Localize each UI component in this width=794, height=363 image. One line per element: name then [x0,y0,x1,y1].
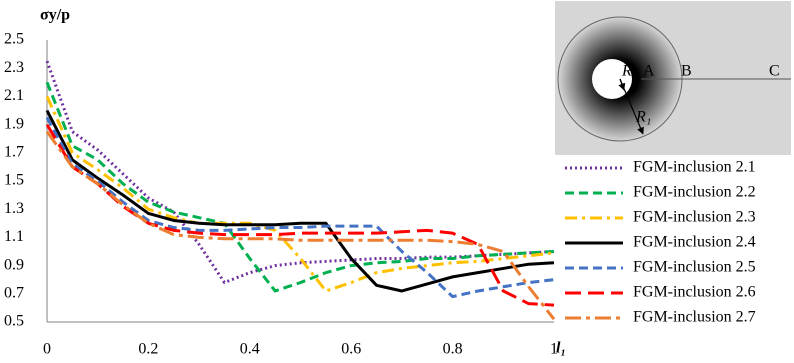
series-line [45,116,555,299]
inset-label: C [769,63,780,80]
x-tick-label: 0.6 [341,341,361,358]
y-tick-label: 2.3 [4,59,24,76]
x-tick-label: 0.4 [240,341,260,358]
inset-diagram: R A B C R₁ [555,1,791,155]
x-tick-label: 0.2 [138,341,158,358]
legend-label: FGM-inclusion 2.3 [633,209,756,226]
y-tick-label: 0.9 [4,256,24,273]
series-line [45,109,555,293]
y-tick-label: 2.1 [4,87,24,104]
x-axis-label: l₁ [556,340,566,357]
legend-label: FGM-inclusion 2.4 [633,234,756,251]
legend-label: FGM-inclusion 2.2 [633,184,756,201]
inset-label: B [681,63,692,80]
y-tick-label: 1.9 [4,115,24,132]
series-line [45,95,555,293]
series-line [45,123,555,307]
x-tick-label: 0 [43,341,51,358]
inset-label: A [643,63,655,80]
y-axis-label: σy/p [40,7,70,24]
y-tick-label: 1.1 [4,228,24,245]
y-tick-label: 2.5 [4,31,24,48]
legend-label: FGM-inclusion 2.1 [633,159,756,176]
series-line [45,81,555,293]
y-tick-label: 1.3 [4,200,24,217]
series-line [45,60,555,285]
series-line [45,130,556,321]
y-tick-label: 1.5 [4,172,24,189]
x-tick-label: 1 [550,341,558,358]
y-tick-label: 0.5 [4,313,24,330]
inset-label: R [621,63,632,80]
legend-label: FGM-inclusion 2.6 [633,284,756,301]
legend-label: FGM-inclusion 2.5 [633,259,756,276]
legend-label: FGM-inclusion 2.7 [633,309,756,326]
outer-radius-arrow [619,78,644,135]
inset-label: R₁ [635,109,651,126]
y-tick-label: 1.7 [4,143,24,160]
x-tick-label: 0.8 [443,341,463,358]
y-tick-label: 0.7 [4,284,24,301]
